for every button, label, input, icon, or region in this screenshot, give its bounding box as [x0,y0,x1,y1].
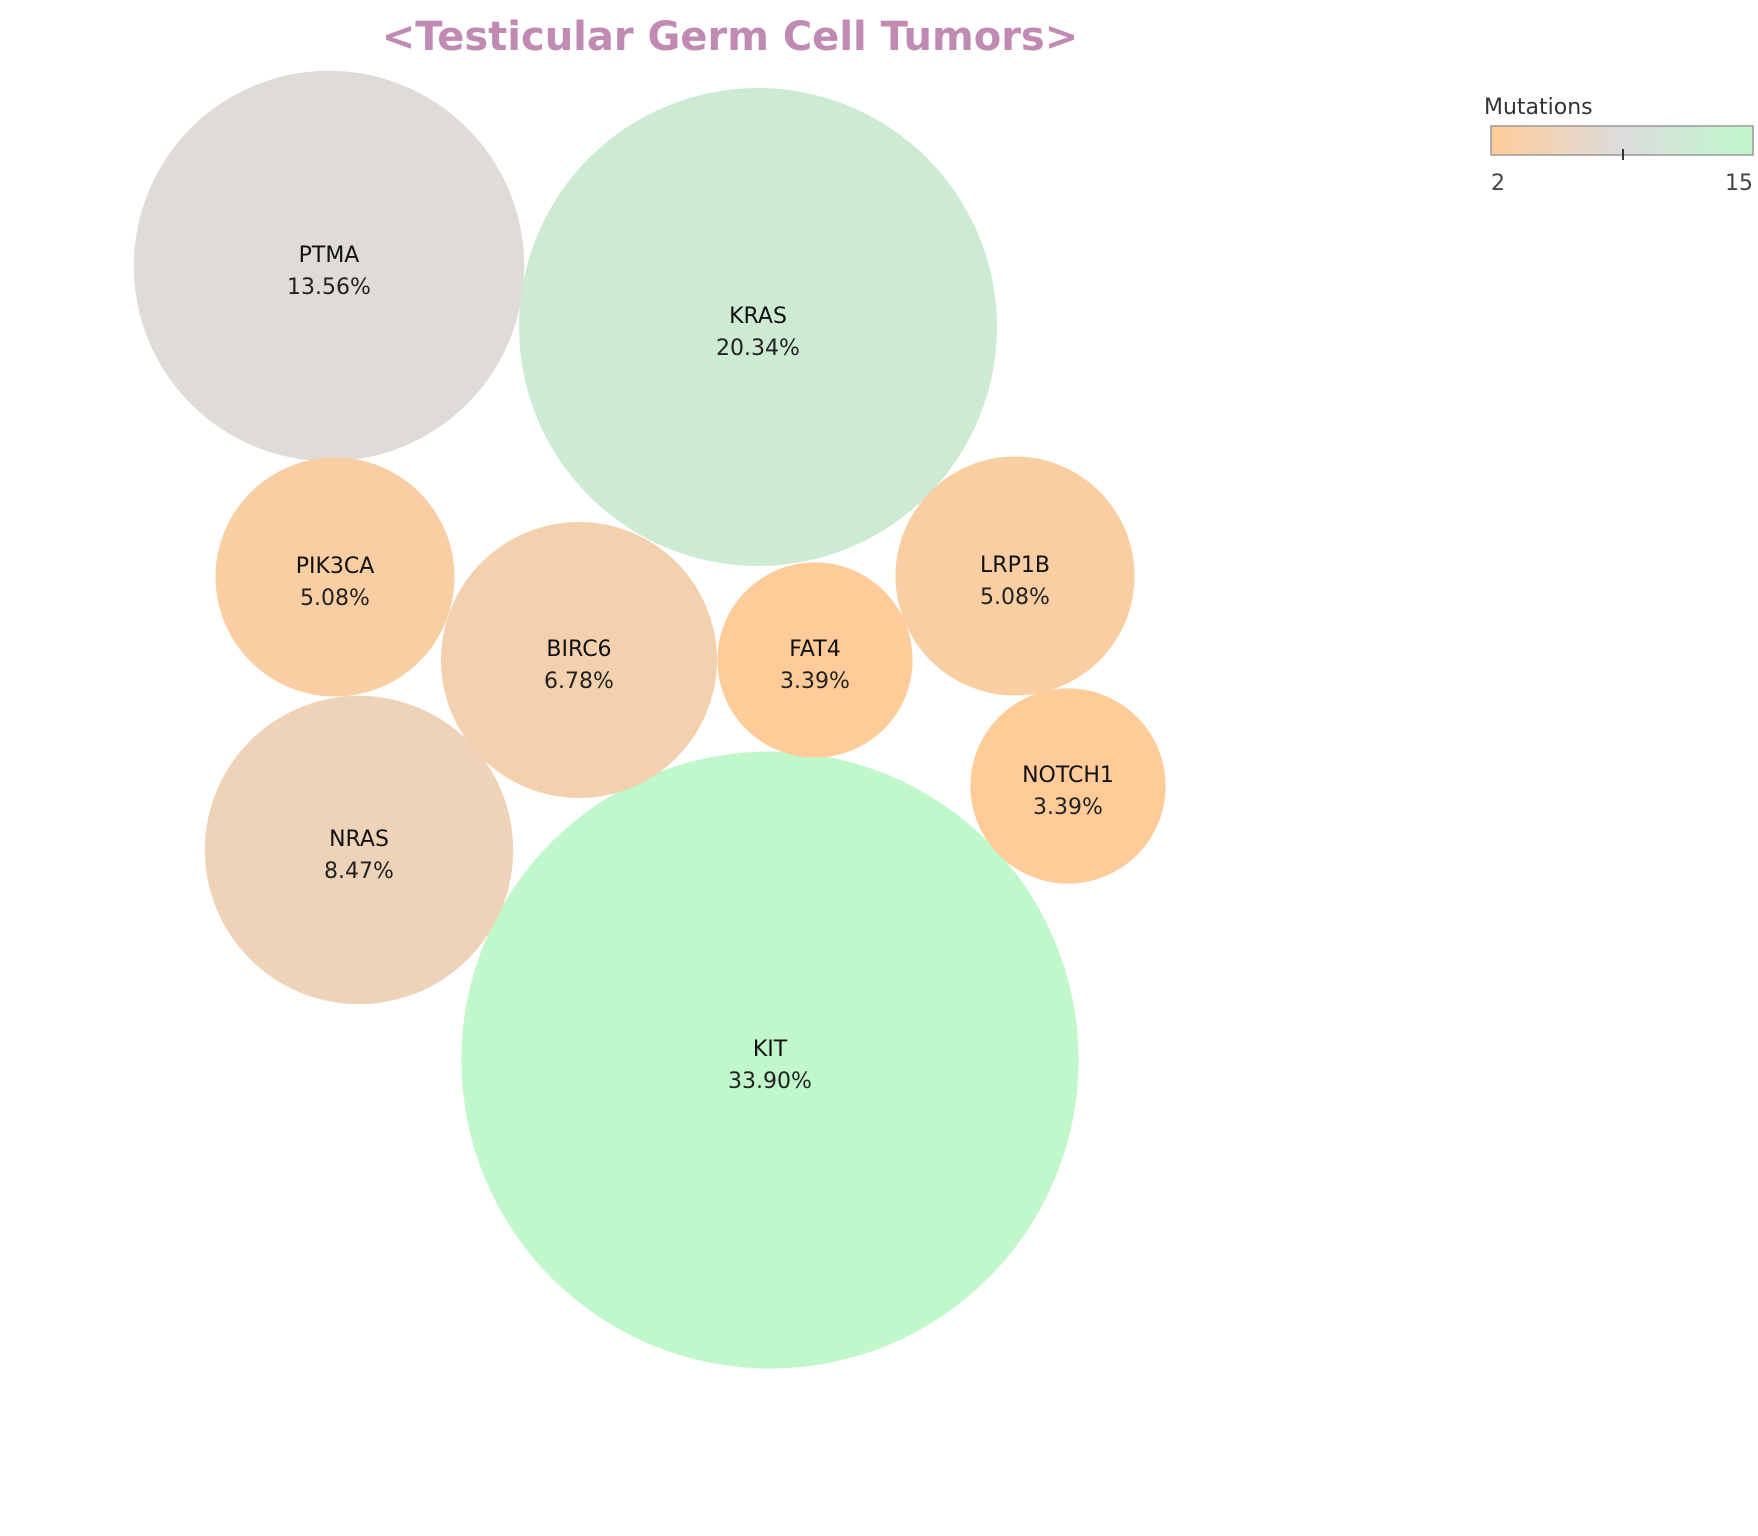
bubble-value-lrp1b: 5.08% [980,585,1050,610]
bubble-pik3ca [215,457,455,697]
bubble-label-birc6: BIRC6 [546,637,611,662]
bubble-label-kras: KRAS [729,304,787,329]
bubble-label-kit: KIT [753,1037,788,1062]
bubble-label-notch1: NOTCH1 [1022,763,1114,788]
bubble-fat4 [717,562,913,758]
bubble-label-fat4: FAT4 [789,637,840,662]
bubble-label-ptma: PTMA [299,243,360,268]
bubble-value-birc6: 6.78% [544,669,614,694]
bubble-kras [519,88,997,566]
bubble-ptma [133,70,525,462]
bubble-value-pik3ca: 5.08% [300,586,370,611]
bubble-value-kit: 33.90% [728,1069,812,1094]
bubble-kit [461,751,1079,1369]
bubble-birc6 [441,522,717,798]
bubble-notch1 [970,688,1166,884]
bubble-nras [204,695,514,1005]
chart-title: <Testicular Germ Cell Tumors> [382,14,1079,60]
bubble-value-nras: 8.47% [324,859,394,884]
bubble-label-lrp1b: LRP1B [980,553,1050,578]
bubble-label-pik3ca: PIK3CA [296,554,375,579]
bubble-value-notch1: 3.39% [1033,795,1103,820]
bubbles-group: KIT 33.90% KRAS 20.34% PTMA 13.56% NRAS 8.47% BI… [133,70,1166,1369]
legend-min-label: 2 [1491,171,1505,196]
color-scale-legend: Mutations 2 15 [1484,95,1754,196]
legend-max-label: 15 [1725,171,1753,196]
bubble-lrp1b [895,456,1135,696]
bubble-value-ptma: 13.56% [287,275,371,300]
bubble-label-nras: NRAS [329,827,389,852]
bubble-value-kras: 20.34% [716,336,800,361]
bubble-value-fat4: 3.39% [780,669,850,694]
legend-title: Mutations [1484,95,1593,120]
